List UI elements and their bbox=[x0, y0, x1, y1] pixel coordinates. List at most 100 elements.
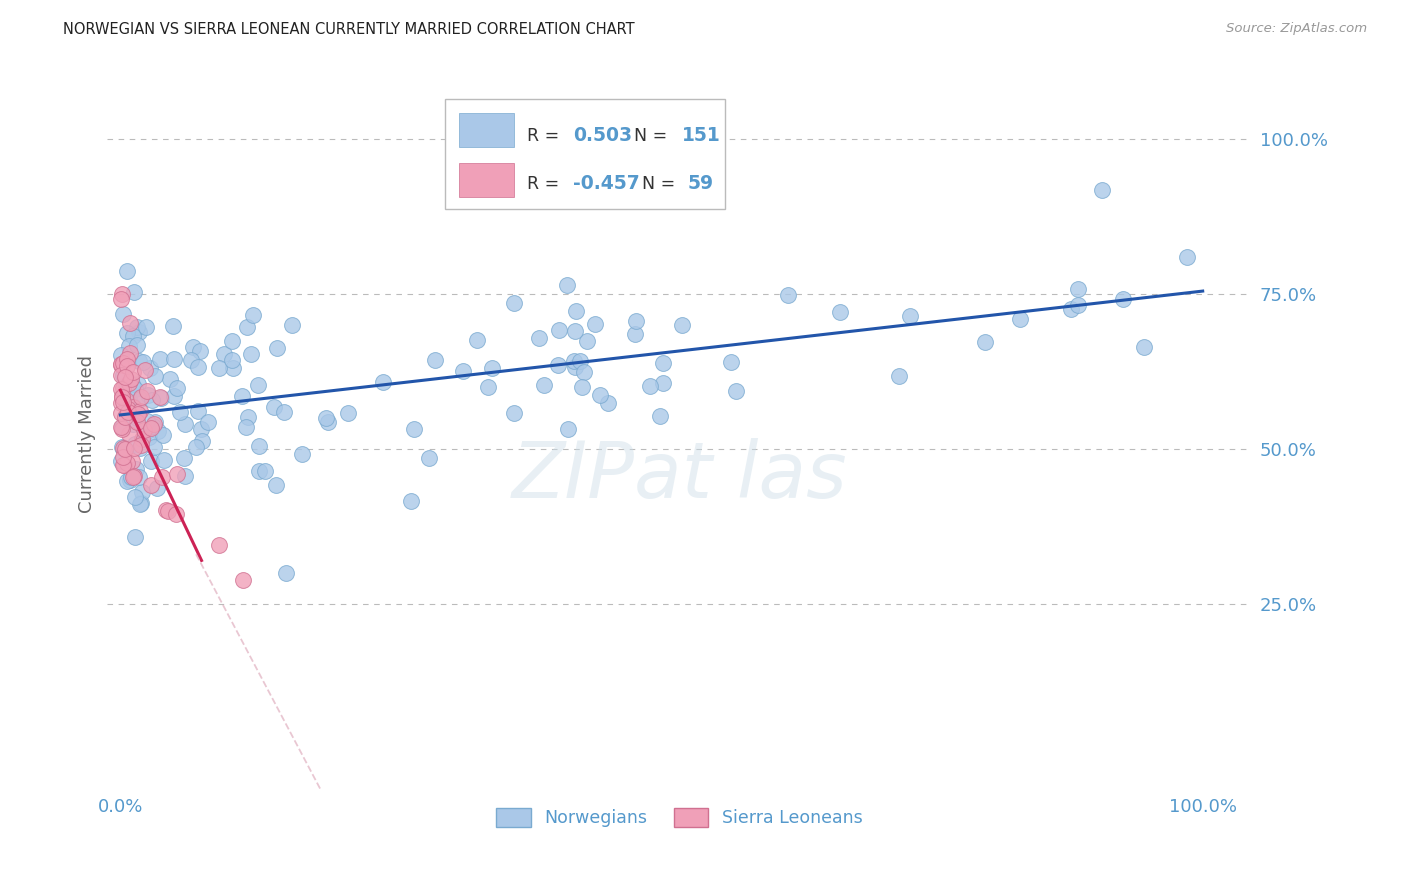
Point bbox=[149, 390, 172, 404]
Point bbox=[569, 354, 592, 368]
Point bbox=[190, 422, 212, 436]
Point bbox=[337, 406, 360, 420]
Point bbox=[112, 450, 135, 465]
Point bbox=[1010, 312, 1032, 326]
Point bbox=[127, 376, 149, 391]
Point bbox=[974, 335, 997, 350]
Point bbox=[125, 411, 148, 425]
Point bbox=[197, 415, 219, 429]
Point bbox=[122, 469, 145, 483]
Point bbox=[174, 417, 197, 432]
Point bbox=[136, 384, 159, 398]
Point bbox=[129, 496, 152, 510]
Point bbox=[152, 470, 174, 484]
Text: NORWEGIAN VS SIERRA LEONEAN CURRENTLY MARRIED CORRELATION CHART: NORWEGIAN VS SIERRA LEONEAN CURRENTLY MA… bbox=[63, 22, 636, 37]
Text: Source: ZipAtlas.com: Source: ZipAtlas.com bbox=[1226, 22, 1367, 36]
Point bbox=[129, 441, 152, 455]
Point bbox=[131, 390, 153, 404]
Point bbox=[166, 381, 188, 395]
Point bbox=[572, 365, 595, 379]
Point bbox=[236, 320, 259, 334]
Point bbox=[117, 405, 139, 419]
Point bbox=[652, 376, 675, 390]
Point bbox=[1067, 282, 1090, 296]
Point bbox=[1175, 250, 1198, 264]
Point bbox=[163, 389, 186, 403]
Text: 59: 59 bbox=[688, 175, 713, 194]
Point bbox=[671, 318, 693, 332]
Point bbox=[264, 478, 287, 492]
Point bbox=[110, 420, 132, 434]
Point bbox=[121, 377, 143, 392]
Point bbox=[111, 389, 134, 403]
Point bbox=[208, 538, 231, 552]
Point bbox=[111, 458, 134, 472]
Point bbox=[208, 361, 231, 376]
Point bbox=[720, 355, 742, 369]
Point bbox=[184, 440, 207, 454]
Point bbox=[143, 417, 166, 431]
Point bbox=[120, 371, 142, 385]
Point bbox=[503, 296, 526, 310]
Point bbox=[181, 340, 204, 354]
Point bbox=[221, 334, 243, 349]
Point bbox=[112, 441, 135, 455]
Point bbox=[110, 406, 132, 420]
Point bbox=[125, 462, 148, 476]
Point bbox=[124, 529, 146, 543]
Point bbox=[128, 469, 150, 483]
Point bbox=[111, 420, 134, 434]
Point bbox=[169, 404, 191, 418]
Point bbox=[502, 406, 524, 420]
Point bbox=[110, 454, 132, 468]
Point bbox=[236, 410, 259, 425]
Point bbox=[232, 573, 254, 587]
Point bbox=[165, 507, 187, 521]
Point bbox=[146, 424, 169, 438]
Point bbox=[127, 406, 149, 420]
Point bbox=[136, 414, 159, 428]
Point bbox=[143, 368, 166, 383]
Point bbox=[129, 438, 152, 452]
Point bbox=[118, 427, 141, 442]
Point bbox=[112, 441, 135, 455]
Point bbox=[132, 355, 155, 369]
Point bbox=[110, 368, 132, 382]
Point bbox=[111, 287, 134, 301]
Point bbox=[152, 427, 174, 442]
Point bbox=[146, 481, 169, 495]
FancyBboxPatch shape bbox=[444, 99, 725, 210]
Point bbox=[117, 401, 139, 416]
Point bbox=[156, 503, 179, 517]
Point bbox=[423, 353, 446, 368]
Point bbox=[124, 382, 146, 396]
Point bbox=[143, 415, 166, 429]
Point bbox=[142, 440, 165, 454]
Point bbox=[139, 478, 162, 492]
Point bbox=[114, 378, 136, 392]
Point bbox=[125, 320, 148, 334]
Point bbox=[117, 359, 139, 373]
Point bbox=[122, 468, 145, 483]
Point bbox=[132, 423, 155, 437]
Point bbox=[131, 485, 153, 500]
Point bbox=[889, 369, 911, 384]
Point bbox=[402, 421, 425, 435]
Point bbox=[173, 450, 195, 465]
Point bbox=[571, 380, 593, 394]
Point bbox=[111, 381, 134, 395]
Point bbox=[481, 361, 503, 376]
Point bbox=[564, 325, 586, 339]
Point bbox=[624, 327, 647, 342]
Point bbox=[111, 422, 134, 436]
Point bbox=[583, 317, 606, 331]
Point bbox=[1132, 341, 1154, 355]
Point bbox=[651, 356, 673, 370]
Legend: Norwegians, Sierra Leoneans: Norwegians, Sierra Leoneans bbox=[489, 801, 870, 834]
Point bbox=[281, 318, 304, 332]
Point bbox=[266, 341, 288, 355]
Point bbox=[122, 442, 145, 456]
Point bbox=[247, 440, 270, 454]
Point bbox=[191, 434, 214, 448]
Point bbox=[114, 369, 136, 384]
